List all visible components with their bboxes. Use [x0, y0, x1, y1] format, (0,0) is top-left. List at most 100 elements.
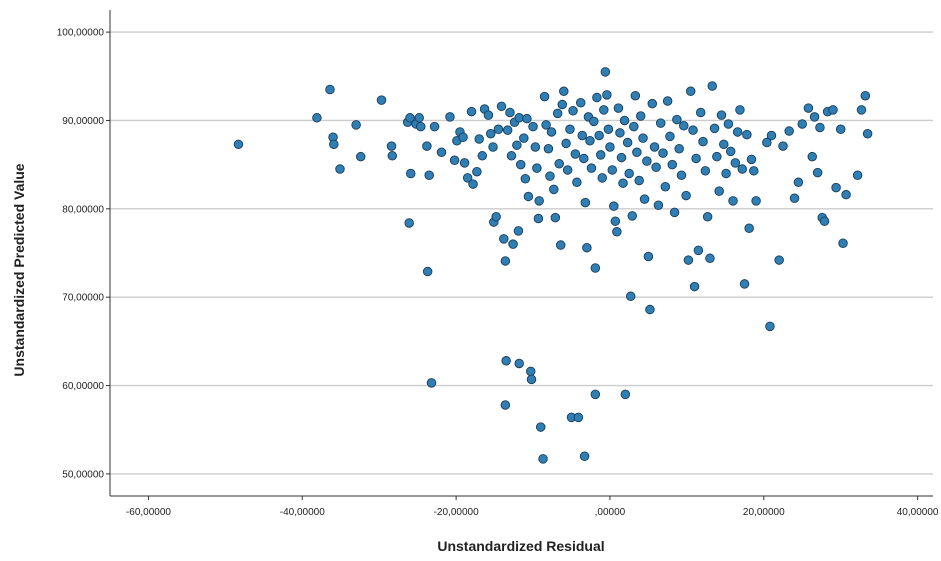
- data-point: [570, 149, 581, 159]
- data-point: [579, 153, 589, 164]
- data-point: [577, 130, 588, 141]
- data-point: [679, 121, 689, 131]
- data-point: [466, 106, 477, 117]
- data-point: [483, 110, 494, 120]
- data-point: [554, 159, 564, 169]
- data-point: [685, 86, 696, 97]
- data-point: [638, 133, 648, 143]
- data-point: [700, 166, 711, 176]
- data-point: [600, 67, 611, 77]
- data-point: [714, 186, 724, 196]
- data-point: [709, 123, 720, 134]
- y-tick-label: 100,00000: [57, 28, 105, 39]
- data-point: [513, 226, 524, 236]
- data-point: [543, 143, 554, 154]
- data-point: [634, 175, 644, 186]
- data-point: [742, 129, 752, 140]
- data-point: [732, 127, 743, 137]
- data-point: [462, 173, 473, 183]
- data-point: [445, 112, 455, 122]
- data-point: [642, 156, 652, 166]
- y-axis-title: Unstandardized Predicted Value: [11, 163, 27, 376]
- data-point: [528, 121, 538, 132]
- data-point: [841, 189, 851, 200]
- data-point: [572, 177, 582, 188]
- data-point: [405, 113, 415, 123]
- data-point: [629, 121, 639, 132]
- data-point: [519, 133, 529, 143]
- data-point: [689, 281, 700, 292]
- data-point: [784, 126, 794, 136]
- data-point: [561, 138, 571, 149]
- data-point: [535, 422, 546, 432]
- data-point: [335, 164, 345, 174]
- data-point: [693, 245, 704, 256]
- data-point: [546, 127, 557, 137]
- data-point: [653, 200, 664, 211]
- data-point: [515, 159, 526, 170]
- data-point: [565, 124, 575, 135]
- data-point: [603, 124, 614, 135]
- data-point: [496, 101, 507, 112]
- data-point: [485, 128, 496, 139]
- data-point: [616, 152, 627, 163]
- data-point: [647, 98, 658, 109]
- data-point: [712, 151, 722, 162]
- data-point: [312, 113, 322, 123]
- data-points: [233, 67, 873, 464]
- data-point: [597, 173, 608, 183]
- data-point: [835, 124, 846, 135]
- data-point: [436, 147, 447, 158]
- data-point: [615, 128, 625, 138]
- x-tick-label: ,00000: [595, 507, 626, 518]
- x-tick-label: -60,00000: [126, 507, 171, 518]
- data-point: [458, 132, 468, 142]
- data-point: [705, 253, 715, 264]
- data-point: [698, 136, 708, 147]
- data-point: [501, 356, 511, 366]
- y-tick-label: 80,00000: [62, 204, 104, 215]
- data-point: [512, 140, 522, 150]
- data-point: [707, 81, 718, 91]
- data-point: [568, 105, 578, 116]
- data-point: [716, 110, 727, 120]
- data-point: [838, 238, 848, 249]
- data-point: [580, 197, 591, 208]
- data-point: [702, 212, 713, 222]
- data-point: [499, 234, 509, 244]
- data-point: [672, 114, 682, 125]
- data-point: [505, 107, 515, 118]
- data-point: [625, 291, 636, 302]
- data-point: [541, 120, 551, 130]
- data-point: [520, 174, 531, 184]
- data-point: [488, 142, 498, 152]
- data-point: [477, 151, 488, 161]
- data-point: [555, 240, 566, 250]
- data-point: [609, 201, 619, 211]
- data-point: [459, 158, 470, 168]
- data-point: [585, 136, 595, 146]
- data-point: [627, 211, 638, 221]
- data-point: [619, 115, 630, 126]
- y-tick-label: 90,00000: [62, 116, 104, 127]
- data-point: [493, 124, 504, 135]
- data-point: [610, 216, 621, 226]
- data-point: [721, 168, 731, 179]
- data-point: [530, 142, 541, 152]
- data-point: [624, 168, 634, 179]
- data-point: [683, 255, 694, 265]
- data-point: [414, 113, 424, 123]
- data-point: [415, 121, 426, 132]
- data-point: [525, 366, 536, 377]
- data-point: [594, 130, 604, 141]
- data-point: [812, 167, 823, 178]
- data-point: [649, 142, 660, 152]
- data-point: [355, 151, 366, 162]
- data-point: [662, 96, 673, 106]
- data-point: [590, 263, 601, 273]
- data-point: [630, 90, 641, 101]
- data-point: [645, 304, 655, 315]
- data-point: [429, 121, 440, 132]
- data-point: [737, 164, 747, 174]
